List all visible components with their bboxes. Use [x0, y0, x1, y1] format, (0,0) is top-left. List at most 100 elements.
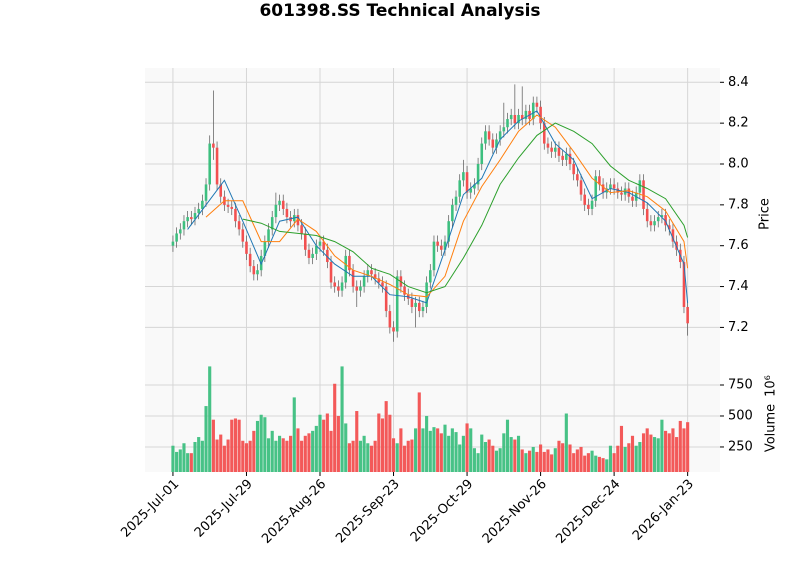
candle-body [197, 208, 200, 214]
candle-body [417, 302, 421, 312]
candle-body [682, 262, 686, 307]
candle-body [649, 221, 653, 226]
volume-bar [351, 440, 355, 472]
volume-bar [193, 442, 197, 472]
volume-bar [233, 418, 238, 472]
volume-offset: 10⁶ [764, 375, 779, 397]
volume-bar [509, 437, 513, 472]
candle-body [281, 200, 285, 209]
x-tick-label: 2025-Oct-29 [408, 477, 476, 545]
candle-body [509, 114, 513, 120]
candle-body [506, 119, 509, 128]
volume-bar [498, 448, 502, 472]
candle-body [524, 110, 528, 120]
candle-body [531, 102, 535, 120]
volume-bar [450, 428, 454, 472]
volume-bar [491, 445, 495, 472]
candle-body [392, 327, 395, 332]
volume-bar [505, 419, 510, 472]
volume-bar [645, 428, 649, 472]
candle-body [267, 229, 270, 242]
candle-body [300, 225, 303, 234]
volume-bar [568, 444, 572, 472]
candle-body [270, 217, 274, 230]
volume-bar [553, 448, 557, 472]
volume-bar [402, 445, 407, 472]
volume-bar [303, 435, 307, 472]
volume-bar [344, 423, 348, 472]
candle-body [664, 215, 667, 226]
volume-bar [171, 445, 175, 472]
volume-bar [608, 445, 613, 472]
volume-bar [527, 450, 532, 472]
volume-bar [277, 435, 282, 472]
candle-body [487, 131, 491, 140]
candle-body [484, 131, 487, 144]
candle-body [395, 276, 399, 332]
candle-body [311, 253, 314, 258]
volume-bar [285, 440, 289, 472]
candle-body [576, 174, 579, 181]
candle-body [344, 255, 348, 283]
candle-body [359, 286, 362, 291]
candle-body [204, 184, 208, 201]
candle-body [502, 127, 506, 132]
candle-body [454, 196, 458, 205]
candle-body [645, 208, 649, 222]
candle-body [542, 123, 546, 144]
volume-bar [564, 413, 568, 472]
volume-bar [652, 437, 657, 472]
candle-body [546, 143, 550, 148]
candle-body [579, 180, 583, 195]
candle-body [421, 306, 425, 312]
candle-body [568, 153, 572, 164]
candle-body [561, 155, 564, 160]
volume-bar [255, 420, 260, 472]
chart-title: 601398.SS Technical Analysis [259, 1, 540, 21]
volume-bar [307, 433, 311, 472]
volume-bar [597, 456, 601, 472]
volume-bar [325, 413, 329, 472]
candle-body [557, 147, 561, 156]
volume-bar [480, 434, 484, 472]
volume-bar [630, 435, 635, 472]
candle-body [318, 241, 322, 246]
candle-body [362, 276, 366, 287]
volume-bar [373, 440, 377, 472]
y-tick-label: 7.8 [728, 197, 749, 212]
volume-bar [461, 435, 465, 472]
candle-body [686, 306, 689, 324]
candle-body [366, 270, 370, 277]
candle-body [517, 114, 520, 124]
candle-body [653, 221, 656, 226]
x-tick-label: 2025-Jul-29 [192, 477, 256, 541]
candle-body [340, 282, 344, 291]
candle-body [333, 282, 336, 287]
candle-body [237, 221, 241, 230]
volume-bar [465, 423, 469, 472]
volume-bar [675, 437, 679, 472]
price-axis-label: Price [758, 198, 773, 230]
candle-body [190, 217, 193, 220]
volume-bar [572, 453, 576, 472]
x-tick-label: 2025-Jul-01 [118, 477, 182, 541]
volume-bar [406, 440, 410, 472]
volume-bar [252, 430, 256, 472]
volume-bar [641, 433, 646, 472]
volume-bar [391, 438, 396, 472]
candle-body [179, 229, 182, 234]
volume-bar [347, 443, 351, 472]
volume-bar [432, 427, 436, 472]
volume-bar [336, 415, 340, 472]
volume-bar [266, 438, 271, 472]
volume-bar [322, 419, 326, 472]
y-tick-label: 7.6 [728, 238, 749, 253]
volume-bar [186, 453, 190, 472]
y-tick-label: 8.4 [728, 75, 749, 90]
candle-body [248, 253, 252, 267]
candle-body [241, 229, 245, 242]
candle-body [252, 266, 256, 275]
moving-average-line [205, 114, 689, 298]
volume-bar [557, 440, 561, 472]
candle-body [307, 249, 311, 258]
